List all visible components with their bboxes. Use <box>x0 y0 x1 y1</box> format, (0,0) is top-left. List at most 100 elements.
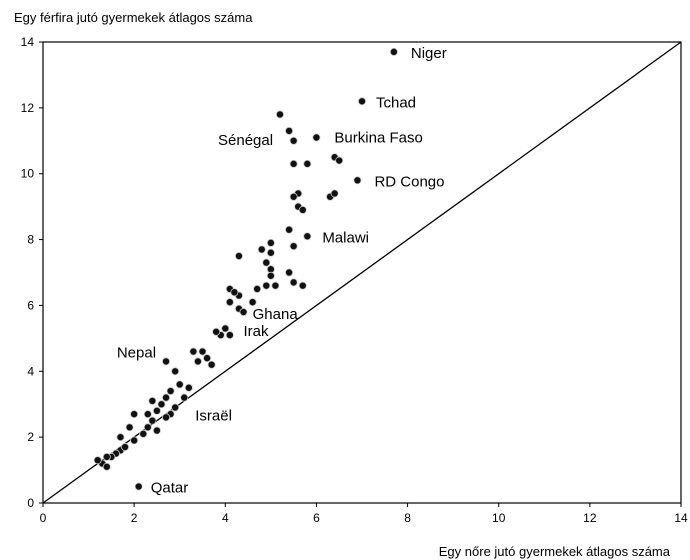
plot-area: 0 2 4 6 8 10 12 14 0 2 4 6 8 10 12 14 Niger Tchad Burkina … <box>21 35 688 525</box>
data-point <box>289 136 298 145</box>
data-point <box>312 133 321 142</box>
y-tick-label: 12 <box>21 101 35 115</box>
data-point <box>203 354 212 363</box>
data-point <box>162 413 171 422</box>
data-point <box>193 357 202 366</box>
x-tick-label: 0 <box>40 511 47 525</box>
data-point <box>285 225 294 234</box>
data-point <box>162 393 171 402</box>
x-tick-label: 8 <box>404 511 411 525</box>
data-point <box>148 416 157 425</box>
point-label: Qatar <box>151 480 189 497</box>
data-point <box>143 410 152 419</box>
data-point <box>189 347 198 356</box>
data-point <box>207 360 216 369</box>
data-point <box>116 433 125 442</box>
plot-frame <box>42 41 682 504</box>
data-point <box>389 47 398 56</box>
point-label: Tchad <box>376 94 416 111</box>
data-point <box>130 436 139 445</box>
data-point <box>234 252 243 261</box>
point-label: Sénégal <box>218 132 273 149</box>
x-tick-label: 6 <box>313 511 320 525</box>
data-point <box>175 380 184 389</box>
data-point <box>266 271 275 280</box>
y-axis-title: Egy férfira jutó gyermekek átlagos száma <box>14 10 253 25</box>
data-point <box>330 189 339 198</box>
data-point <box>275 110 284 119</box>
data-point <box>221 324 230 333</box>
data-point <box>157 400 166 409</box>
data-point <box>121 443 130 452</box>
data-point <box>102 462 111 471</box>
data-point <box>171 403 180 412</box>
x-tick-label: 2 <box>131 511 138 525</box>
data-point <box>262 281 271 290</box>
data-point <box>162 357 171 366</box>
data-point <box>289 242 298 251</box>
data-point <box>225 331 234 340</box>
y-tick-label: 10 <box>21 167 35 181</box>
x-tick-label: 4 <box>222 511 229 525</box>
data-point <box>257 245 266 254</box>
y-tick-label: 2 <box>27 430 34 444</box>
point-label: Nepal <box>117 344 156 361</box>
data-point <box>166 387 175 396</box>
data-point <box>239 308 248 317</box>
point-label: Burkina Faso <box>334 129 422 146</box>
data-point <box>285 268 294 277</box>
x-axis-title: Egy nőre jutó gyermekek átlagos száma <box>439 544 671 559</box>
data-point <box>262 258 271 267</box>
data-point <box>125 423 134 432</box>
data-point <box>198 347 207 356</box>
y-tick-label: 4 <box>27 364 34 378</box>
data-point <box>253 284 262 293</box>
data-point <box>139 429 148 438</box>
data-point <box>152 406 161 415</box>
data-point <box>266 248 275 257</box>
data-point <box>102 452 111 461</box>
point-label: Niger <box>411 45 447 62</box>
data-point <box>180 393 189 402</box>
data-point <box>212 327 221 336</box>
data-point <box>248 298 257 307</box>
data-point <box>303 232 312 241</box>
y-tick-label: 14 <box>21 35 35 49</box>
x-tick-label: 14 <box>674 511 688 525</box>
data-point <box>152 426 161 435</box>
data-point <box>285 126 294 135</box>
y-tick-label: 6 <box>27 298 34 312</box>
data-point <box>93 456 102 465</box>
data-point <box>298 205 307 214</box>
data-point <box>230 288 239 297</box>
data-point <box>134 482 143 491</box>
data-point <box>289 192 298 201</box>
data-point <box>130 410 139 419</box>
point-label: RD Congo <box>374 173 444 190</box>
data-point <box>353 176 362 185</box>
data-point <box>148 396 157 405</box>
data-point <box>143 423 152 432</box>
point-label: Malawi <box>322 229 369 246</box>
data-point <box>357 97 366 106</box>
data-point <box>271 281 280 290</box>
y-tick-label: 0 <box>27 496 34 510</box>
data-point <box>171 367 180 376</box>
data-point <box>335 156 344 165</box>
data-point <box>184 383 193 392</box>
x-tick-label: 10 <box>492 511 506 525</box>
data-point <box>266 238 275 247</box>
data-point <box>303 159 312 168</box>
y-tick-label: 8 <box>27 233 34 247</box>
point-label: Irak <box>244 323 270 340</box>
point-label: Israël <box>195 408 232 425</box>
data-point <box>289 278 298 287</box>
data-point <box>266 265 275 274</box>
point-label: Ghana <box>253 306 299 323</box>
x-tick-label: 12 <box>583 511 597 525</box>
data-point <box>289 159 298 168</box>
data-point <box>298 281 307 290</box>
data-point <box>225 298 234 307</box>
reference-line <box>42 41 682 504</box>
